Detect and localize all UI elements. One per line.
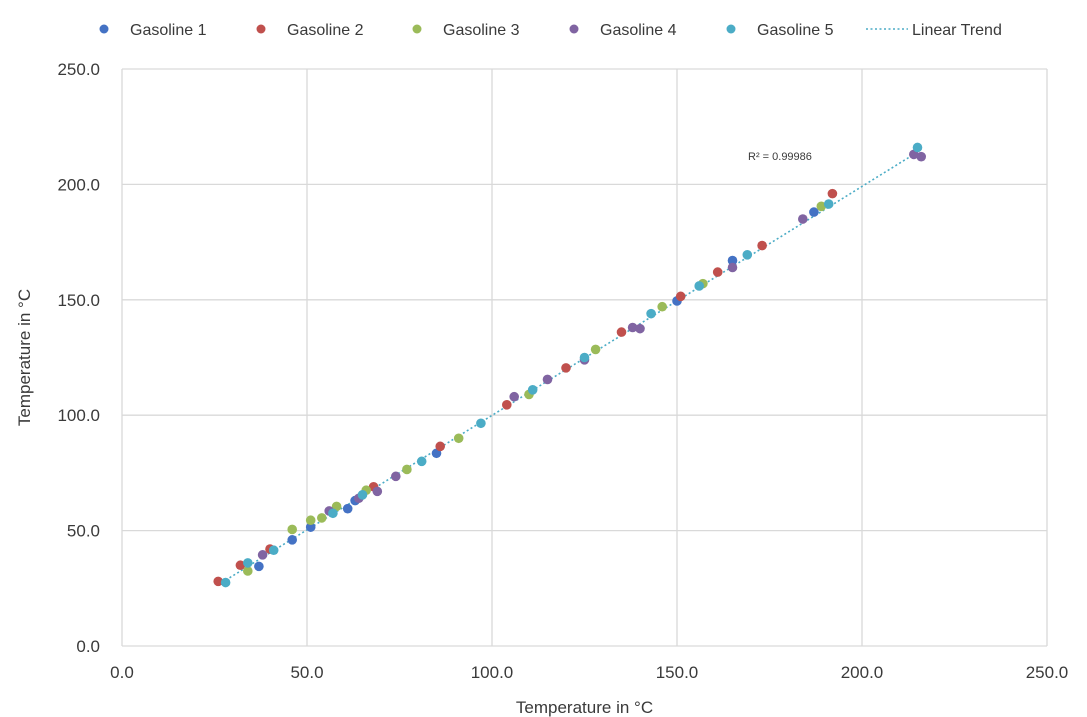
gridlines — [121, 68, 1048, 647]
data-point-series-2 — [757, 240, 767, 251]
legend-marker — [569, 24, 579, 34]
data-point-series-5 — [416, 456, 427, 467]
y-tick-label: 250.0 — [57, 60, 100, 79]
data-point-series-3 — [305, 515, 316, 526]
legend: Gasoline 1 Gasoline 2 Gasoline 3 Gasoline 4… — [99, 22, 1002, 39]
legend-marker — [99, 24, 109, 34]
data-point-series-2 — [712, 267, 723, 277]
data-point-series-1 — [254, 561, 264, 572]
legend-label: Gasoline 4 — [600, 22, 677, 39]
legend-label: Linear Trend — [912, 22, 1002, 39]
data-point-series-2 — [435, 441, 446, 452]
data-point-series-5 — [527, 385, 538, 395]
data-point-series-5 — [268, 545, 279, 556]
x-tick-label: 100.0 — [471, 663, 514, 682]
x-tick-label: 250.0 — [1026, 663, 1069, 682]
data-point-series-5 — [646, 308, 656, 319]
data-point-series-5 — [476, 418, 486, 429]
axis-tick-labels: 0.0 50.0 100.0 150.0 200.0 250.0 0.0 50.0 100.0 1… — [57, 60, 1068, 682]
data-point-series-5 — [823, 199, 834, 209]
x-tick-label: 0.0 — [110, 663, 134, 682]
data-points — [213, 142, 926, 588]
data-point-series-5 — [357, 490, 368, 500]
y-tick-label: 100.0 — [57, 406, 100, 425]
data-point-series-4 — [391, 471, 401, 482]
data-point-series-4 — [635, 323, 645, 334]
r-squared-annotation: R² = 0.99986 — [748, 151, 812, 163]
data-point-series-5 — [912, 142, 923, 153]
data-point-series-2 — [235, 560, 246, 571]
data-point-series-1 — [287, 535, 298, 545]
x-tick-label: 50.0 — [290, 663, 323, 682]
y-tick-label: 0.0 — [76, 637, 100, 656]
y-tick-label: 50.0 — [67, 522, 100, 541]
legend-marker — [256, 24, 266, 34]
data-point-series-2 — [827, 188, 838, 199]
data-point-series-3 — [590, 344, 601, 355]
data-point-series-2 — [675, 291, 686, 302]
x-tick-label: 150.0 — [656, 663, 699, 682]
data-point-series-3 — [317, 513, 327, 523]
data-point-series-4 — [627, 322, 638, 333]
data-point-series-3 — [816, 201, 827, 212]
data-point-series-4 — [798, 214, 808, 224]
data-point-series-4 — [727, 262, 738, 273]
data-point-series-4 — [542, 374, 553, 385]
data-point-series-3 — [657, 301, 667, 312]
x-tick-label: 200.0 — [841, 663, 884, 682]
data-point-series-5 — [220, 577, 231, 588]
data-point-series-5 — [579, 352, 590, 363]
data-point-series-1 — [809, 207, 819, 217]
data-point-series-2 — [213, 576, 223, 587]
legend-label: Gasoline 1 — [130, 22, 207, 39]
legend-label: Gasoline 5 — [757, 22, 834, 39]
x-axis-title: Temperature in °C — [516, 698, 653, 717]
data-point-series-1 — [727, 255, 738, 266]
data-point-series-4 — [916, 151, 926, 162]
data-point-series-3 — [287, 524, 298, 535]
y-tick-label: 150.0 — [57, 291, 100, 310]
y-axis-title: Temperature in °C — [15, 289, 34, 426]
data-point-series-3 — [453, 433, 464, 444]
y-tick-label: 200.0 — [57, 175, 100, 194]
legend-marker — [412, 24, 422, 34]
data-point-series-2 — [616, 327, 627, 337]
legend-marker — [726, 24, 736, 34]
data-point-series-5 — [328, 508, 338, 519]
legend-label: Gasoline 3 — [443, 22, 520, 39]
data-point-series-2 — [502, 400, 512, 410]
data-point-series-1 — [305, 522, 316, 532]
data-point-series-4 — [372, 486, 383, 497]
data-point-series-3 — [243, 566, 253, 576]
data-point-series-1 — [342, 503, 353, 514]
data-point-series-5 — [742, 249, 753, 260]
data-point-series-4 — [257, 550, 268, 560]
data-point-series-4 — [509, 391, 519, 402]
data-point-series-3 — [402, 464, 412, 475]
data-point-series-5 — [243, 558, 253, 568]
legend-label: Gasoline 2 — [287, 22, 364, 39]
data-point-series-5 — [694, 281, 704, 291]
data-point-series-2 — [561, 363, 571, 373]
